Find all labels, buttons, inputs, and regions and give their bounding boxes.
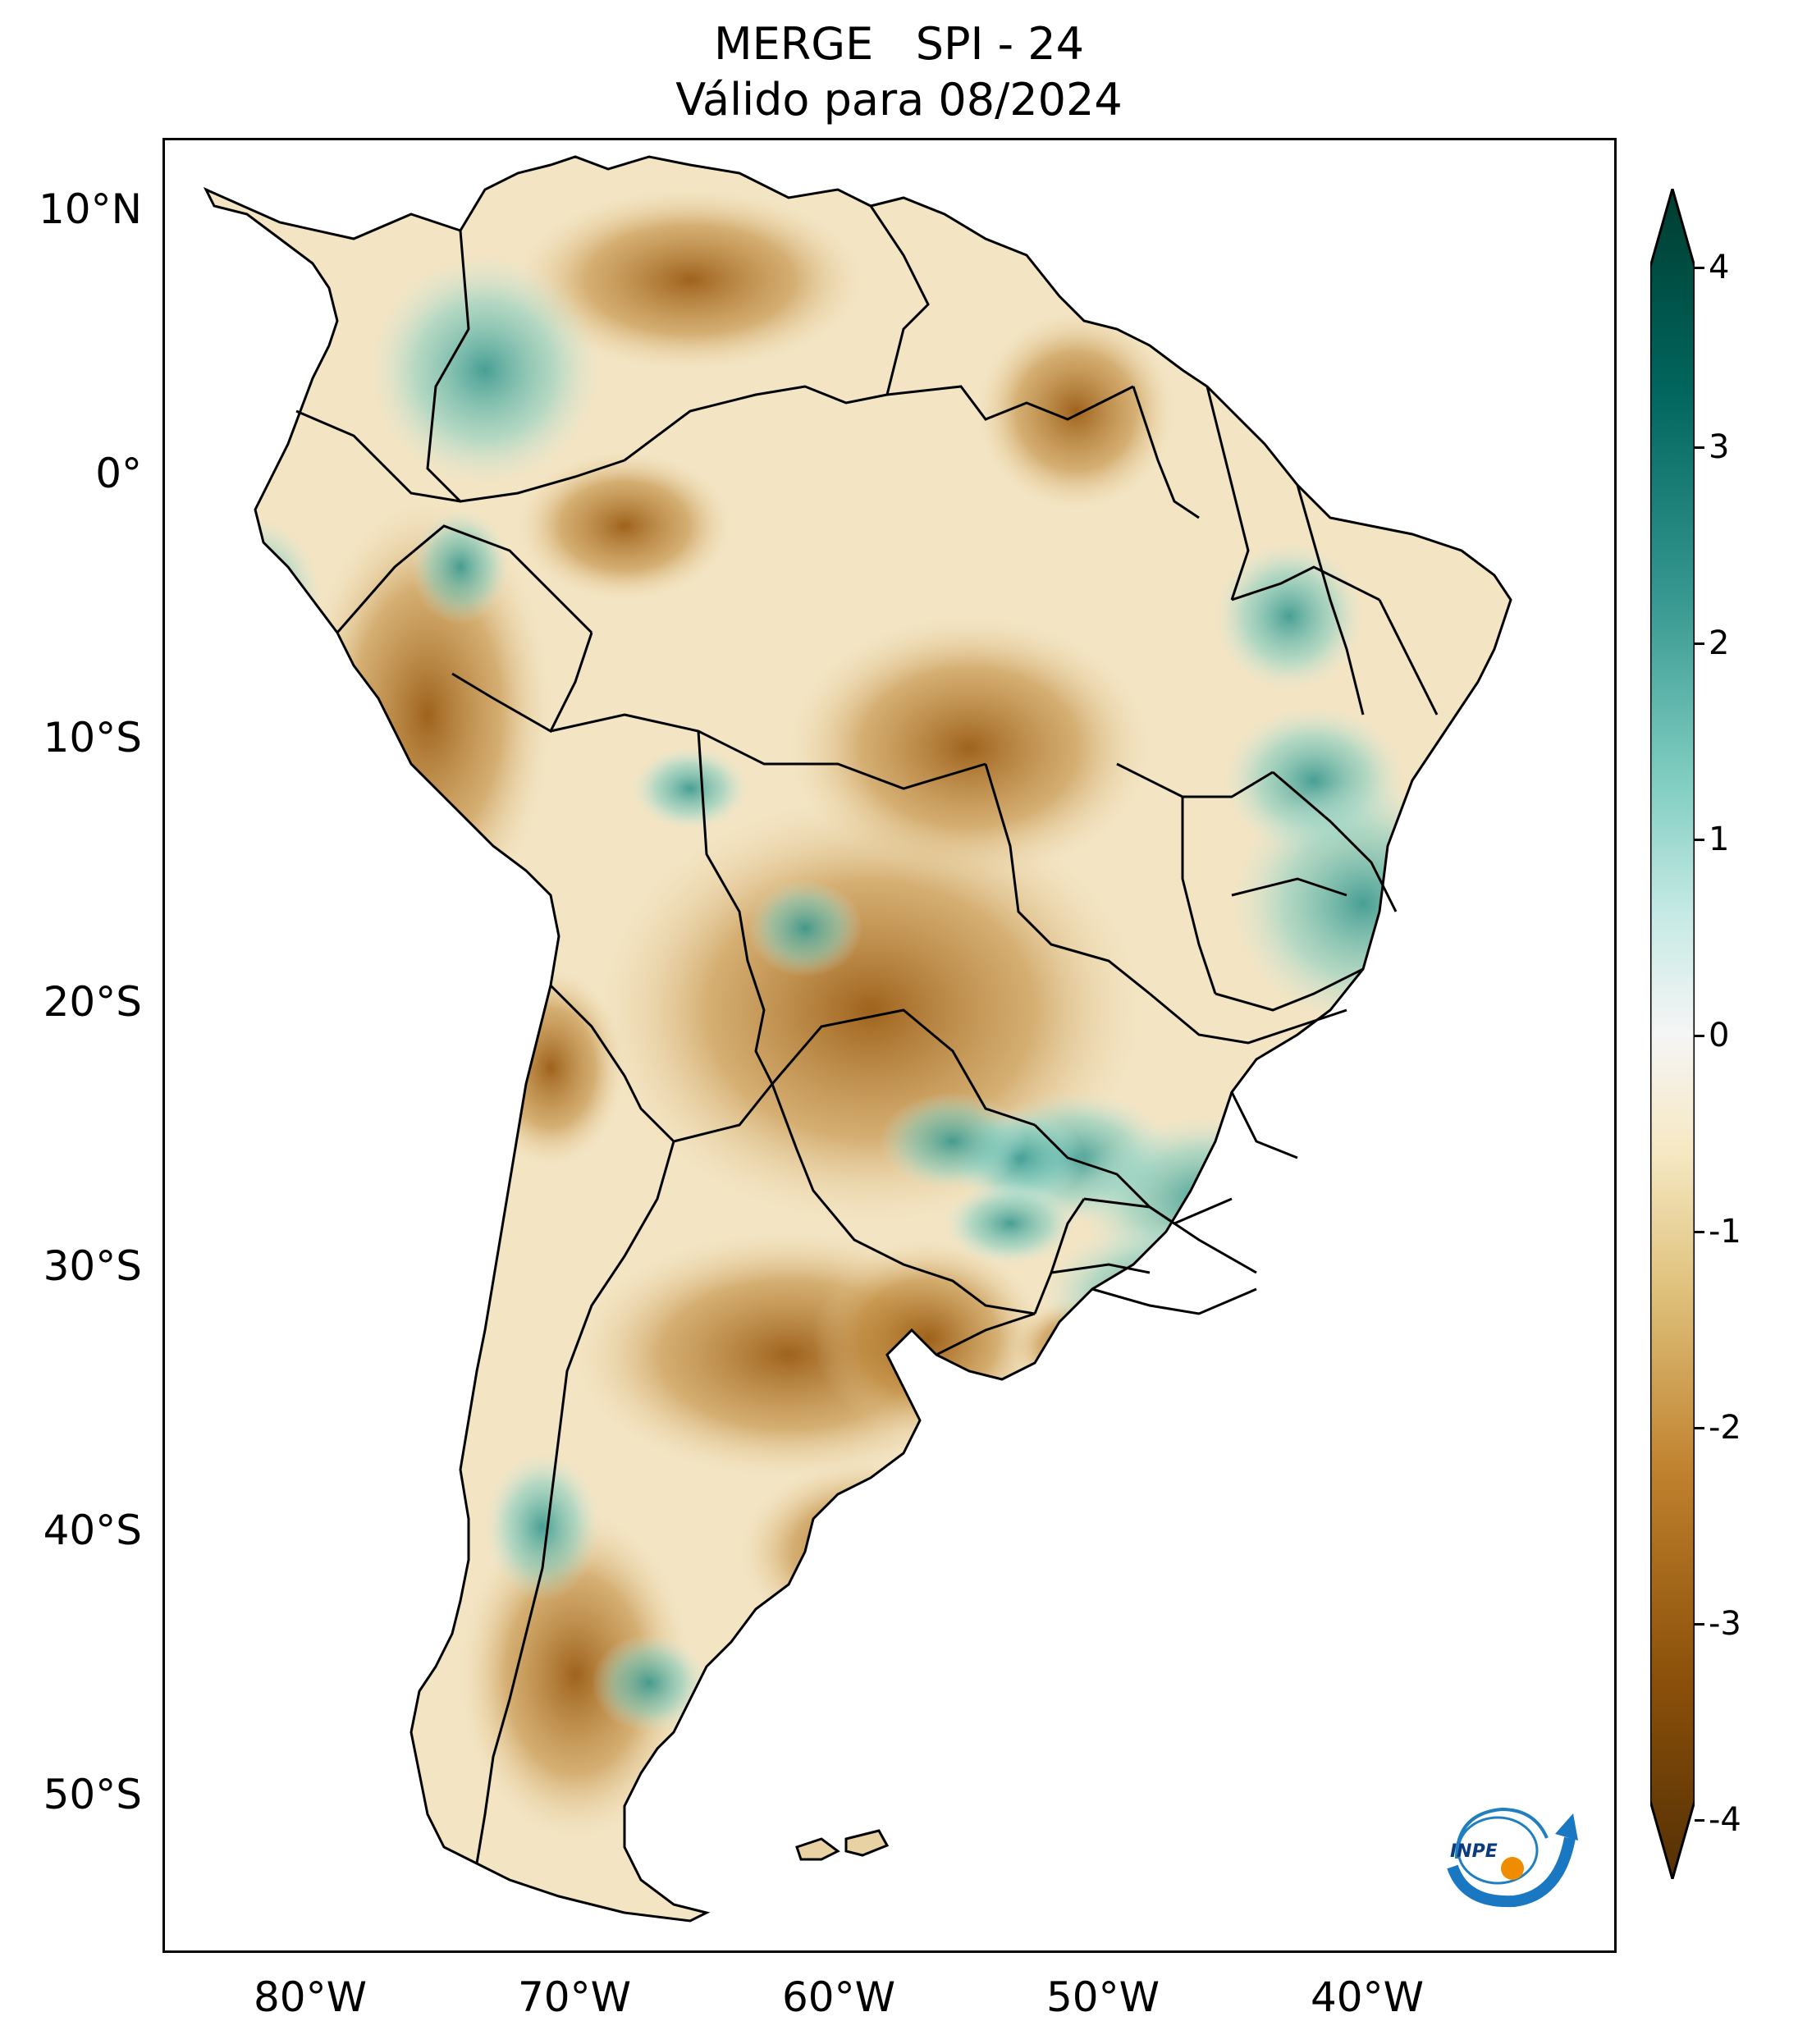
- colorbar-gradient: [1650, 189, 1695, 1879]
- lat-label-10n: 10°N: [38, 185, 142, 233]
- lon-label-50w: 50°W: [1045, 1973, 1160, 2021]
- falkland-islands-east: [844, 1829, 890, 1857]
- cbar-label-1: 1: [1709, 821, 1730, 858]
- inpe-logo-text: INPE: [1450, 1841, 1498, 1862]
- south-america-map: [204, 155, 1512, 1923]
- inpe-logo: INPE: [1447, 1807, 1578, 1908]
- lon-label-70w: 70°W: [517, 1973, 632, 2021]
- lon-label-60w: 60°W: [781, 1973, 896, 2021]
- cbar-tick: [1695, 446, 1704, 449]
- cbar-label-0: 0: [1709, 1017, 1730, 1054]
- cbar-label-m2: -2: [1709, 1409, 1741, 1447]
- colorbar: [1650, 189, 1695, 1879]
- cbar-tick: [1695, 1623, 1704, 1626]
- cbar-tick: [1695, 642, 1704, 645]
- cbar-label-m3: -3: [1709, 1605, 1741, 1643]
- cbar-tick: [1695, 1427, 1704, 1429]
- cbar-tick: [1695, 1819, 1704, 1822]
- cbar-tick: [1695, 1231, 1704, 1233]
- map-panel: [162, 138, 1617, 1953]
- lat-label-30s: 30°S: [43, 1242, 142, 1290]
- lat-label-0: 0°: [95, 450, 142, 497]
- cbar-label-m1: -1: [1709, 1213, 1741, 1251]
- cbar-label-m4: -4: [1709, 1801, 1741, 1839]
- cbar-tick: [1695, 1035, 1704, 1037]
- cbar-tick: [1695, 839, 1704, 841]
- cbar-label-3: 3: [1709, 428, 1730, 466]
- map-subtitle: Válido para 08/2024: [675, 74, 1123, 126]
- cbar-label-2: 2: [1709, 624, 1730, 662]
- cbar-label-4: 4: [1709, 249, 1730, 286]
- lat-label-50s: 50°S: [43, 1771, 142, 1818]
- lat-label-20s: 20°S: [43, 978, 142, 1026]
- lon-label-80w: 80°W: [253, 1973, 368, 2021]
- lon-label-40w: 40°W: [1310, 1973, 1425, 2021]
- lat-label-40s: 40°S: [43, 1507, 142, 1554]
- map-title: MERGE SPI - 24: [714, 18, 1084, 70]
- cbar-tick: [1695, 267, 1704, 269]
- falkland-islands: [795, 1837, 840, 1861]
- lat-label-10s: 10°S: [43, 714, 142, 761]
- country-borders: [295, 205, 1439, 1864]
